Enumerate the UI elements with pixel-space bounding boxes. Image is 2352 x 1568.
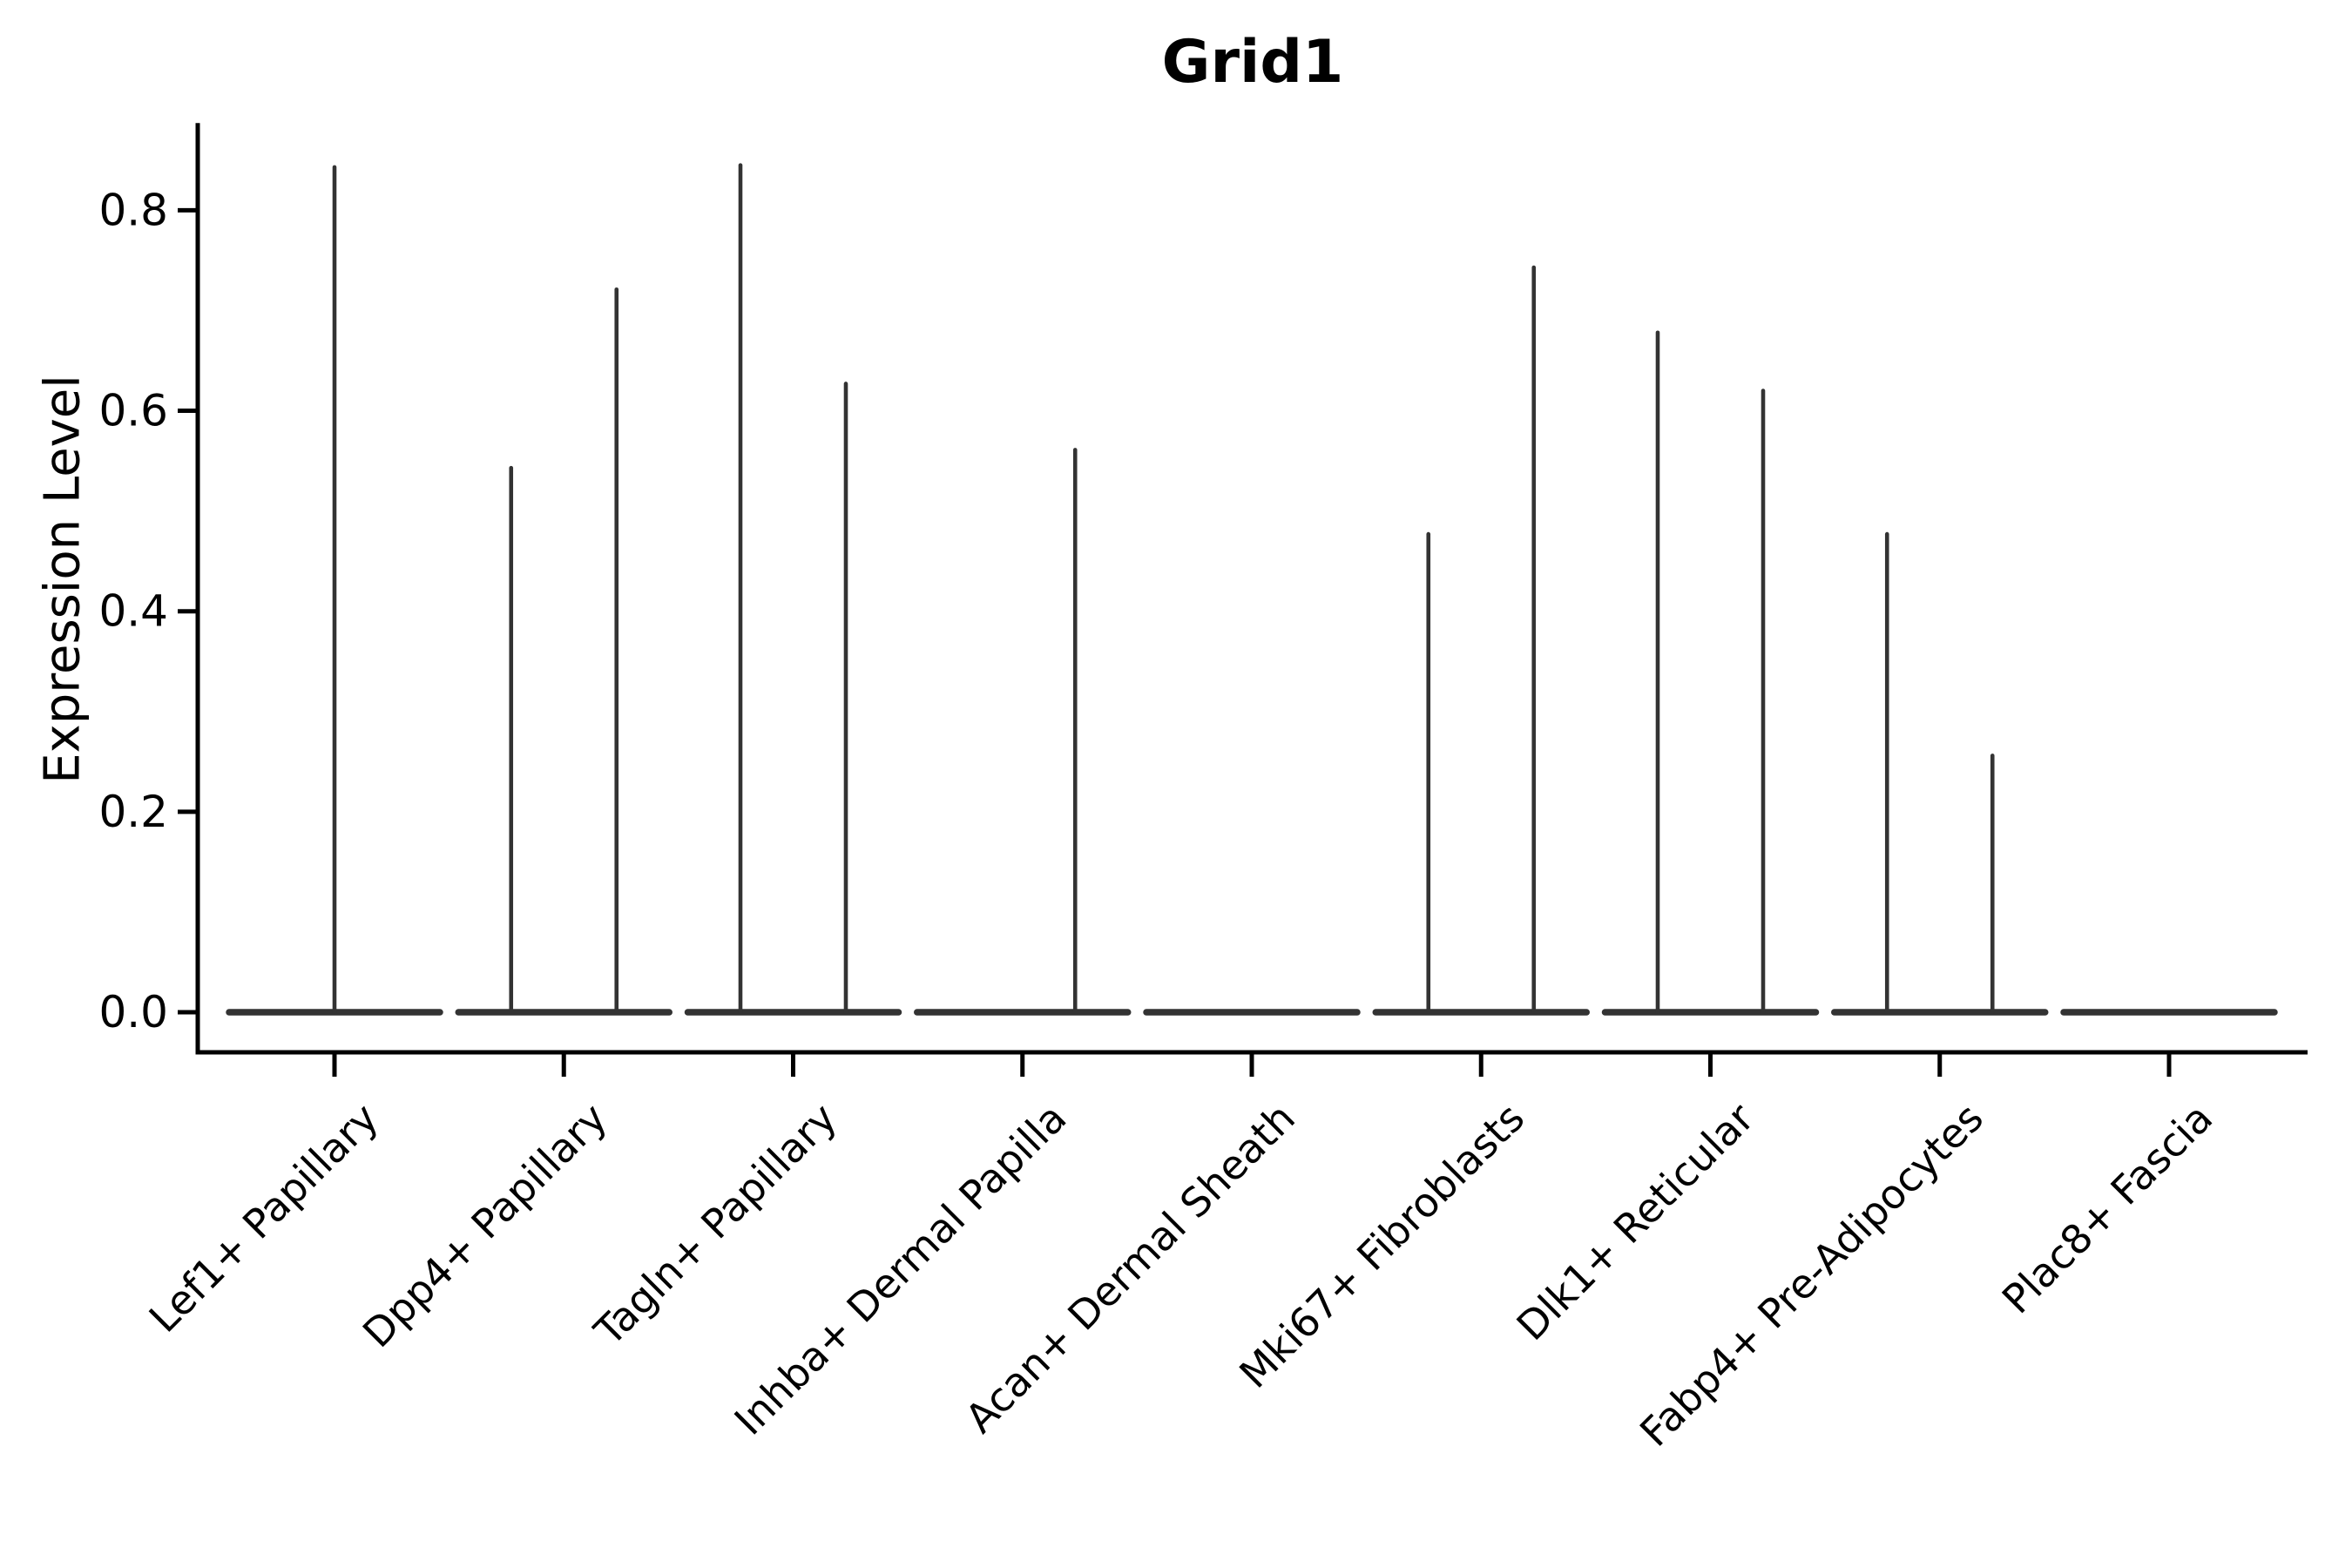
chart-title: Grid1 [1161, 28, 1344, 97]
y-tick-label: 0.6 [98, 386, 168, 436]
y-tick-label: 0.2 [98, 787, 168, 837]
y-tick-label: 0.4 [98, 586, 168, 637]
y-tick-label: 0.0 [98, 987, 168, 1037]
y-tick-label: 0.8 [98, 185, 168, 235]
